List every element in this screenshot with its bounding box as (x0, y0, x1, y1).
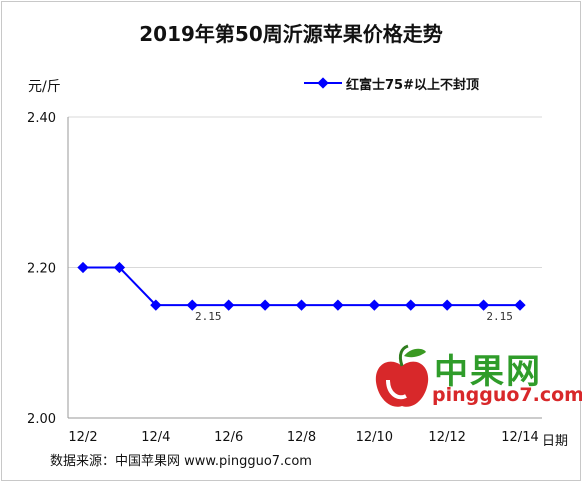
data-label: 2.15 (486, 310, 513, 323)
y-tick-label: 2.20 (27, 262, 56, 277)
legend-line-marker (304, 77, 342, 89)
x-tick-label: 12/2 (68, 430, 97, 445)
y-tick-label: 2.00 (27, 412, 56, 427)
data-source-footer: 数据来源：中国苹果网 www.pingguo7.com (50, 454, 312, 469)
x-tick-label: 12/8 (287, 430, 316, 445)
y-axis-unit-label: 元/斤 (28, 79, 61, 95)
x-axis-name: 日期 (542, 434, 569, 449)
legend: 红富士75#以上不封顶 (304, 73, 479, 93)
data-point-marker (405, 299, 417, 311)
chart-title: 2019年第50周沂源苹果价格走势 (139, 22, 443, 46)
legend-series-label: 红富士75#以上不封顶 (346, 77, 479, 93)
data-point-marker (295, 299, 308, 311)
watermark-url: pingguo7.com (432, 384, 582, 406)
x-tick-label: 12/14 (501, 430, 538, 445)
x-tick-label: 12/12 (428, 430, 465, 445)
data-point-marker (223, 299, 235, 311)
x-tick-label: 12/10 (356, 430, 393, 445)
watermark-name: 中果网 (434, 352, 542, 392)
y-tick-label: 2.40 (27, 111, 56, 126)
x-tick-label: 12/4 (141, 430, 170, 445)
data-point-marker (150, 299, 162, 311)
data-label: 2.15 (195, 310, 222, 323)
data-point-marker (514, 299, 526, 311)
data-point-marker (441, 299, 453, 311)
data-point-marker (477, 299, 490, 311)
data-point-marker (332, 299, 344, 311)
watermark-logo: 中果网 pingguo7.com (372, 344, 582, 418)
x-tick-label: 12/6 (214, 430, 243, 445)
data-point-marker (77, 261, 89, 274)
data-point-marker (368, 299, 380, 311)
data-point-marker (259, 299, 271, 311)
data-point-marker (186, 299, 198, 311)
